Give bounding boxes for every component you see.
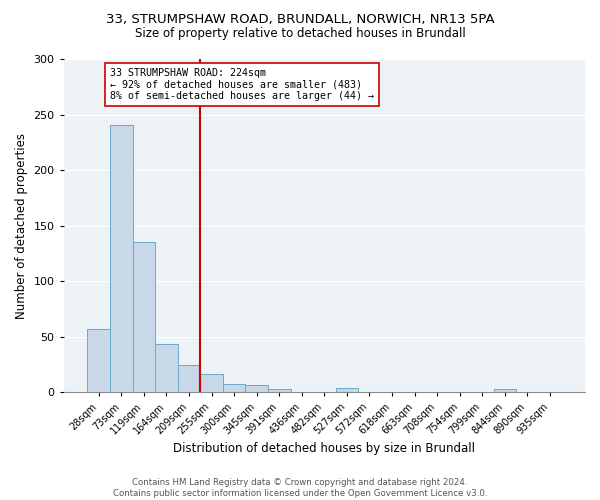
Bar	[245, 384, 268, 392]
Bar	[494, 389, 516, 392]
Bar	[155, 344, 178, 392]
Bar	[200, 374, 223, 392]
Bar	[110, 124, 133, 392]
Bar	[268, 389, 290, 392]
Bar	[178, 364, 200, 392]
Bar	[223, 384, 245, 392]
Bar	[88, 329, 110, 392]
Bar	[335, 388, 358, 392]
X-axis label: Distribution of detached houses by size in Brundall: Distribution of detached houses by size …	[173, 442, 475, 455]
Text: 33 STRUMPSHAW ROAD: 224sqm
← 92% of detached houses are smaller (483)
8% of semi: 33 STRUMPSHAW ROAD: 224sqm ← 92% of deta…	[110, 68, 374, 101]
Bar	[133, 242, 155, 392]
Text: 33, STRUMPSHAW ROAD, BRUNDALL, NORWICH, NR13 5PA: 33, STRUMPSHAW ROAD, BRUNDALL, NORWICH, …	[106, 12, 494, 26]
Y-axis label: Number of detached properties: Number of detached properties	[15, 132, 28, 318]
Text: Contains HM Land Registry data © Crown copyright and database right 2024.
Contai: Contains HM Land Registry data © Crown c…	[113, 478, 487, 498]
Text: Size of property relative to detached houses in Brundall: Size of property relative to detached ho…	[134, 28, 466, 40]
